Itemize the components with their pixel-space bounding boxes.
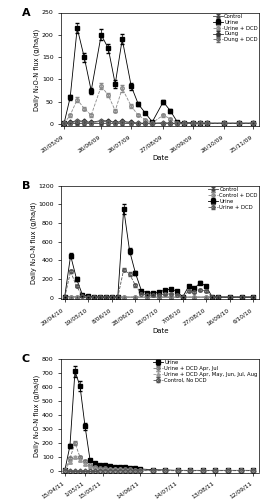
Legend: Control, Control + DCD, Urine, Urine + DCD: Control, Control + DCD, Urine, Urine + D… [208,186,258,210]
Legend: Control, Urine, Urine + DCD, Dung, Dung + DCD: Control, Urine, Urine + DCD, Dung, Dung … [213,14,258,43]
Y-axis label: Daily N₂O-N flux (g/ha/d): Daily N₂O-N flux (g/ha/d) [34,374,40,456]
X-axis label: Date: Date [152,328,169,334]
Y-axis label: Daily N₂O-N flux (g/ha/d): Daily N₂O-N flux (g/ha/d) [30,202,36,283]
X-axis label: Date: Date [152,154,169,160]
Legend: Urine, Urine + DCD Apr, Jul, Urine + DCD Apr, May, Jun, Jul, Aug, Control, No DC: Urine, Urine + DCD Apr, Jul, Urine + DCD… [153,360,258,383]
Text: A: A [22,8,30,18]
Text: B: B [22,181,30,191]
Y-axis label: Daily N₂O-N flux (g/ha/d): Daily N₂O-N flux (g/ha/d) [34,28,40,110]
Text: C: C [22,354,30,364]
